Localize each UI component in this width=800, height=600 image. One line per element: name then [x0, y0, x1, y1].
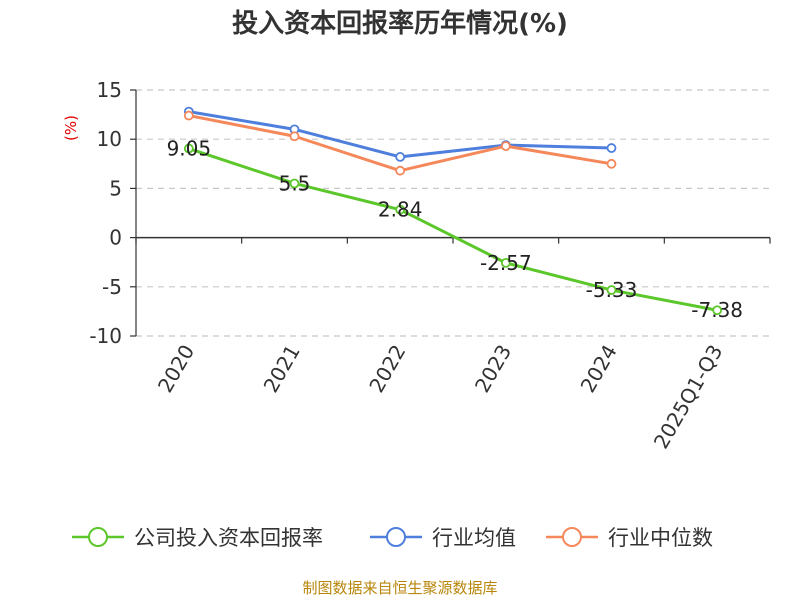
data-point	[606, 143, 617, 153]
legend[interactable]: 公司投入资本回报率 行业均值 行业中位数	[72, 526, 713, 550]
chart-title: 投入资本回报率历年情况(%)	[232, 8, 568, 39]
y-tick-label: 10	[97, 127, 122, 151]
data-point	[606, 285, 617, 295]
data-label: -2.57	[480, 251, 532, 275]
x-tick-label: 2022	[364, 341, 410, 397]
legend-label: 公司投入资本回报率	[134, 526, 323, 550]
data-label: -5.33	[586, 278, 638, 302]
y-tick-label: 15	[97, 78, 122, 102]
data-point	[500, 141, 511, 151]
data-label: 5.5	[279, 171, 311, 195]
data-point	[395, 152, 406, 162]
x-tick-label: 2024	[576, 341, 622, 397]
y-axis-label: (%)	[62, 115, 80, 141]
source-note: 制图数据来自恒生聚源数据库	[302, 579, 497, 597]
y-tick-label: 0	[109, 226, 122, 250]
x-tick-label: 2020	[153, 341, 199, 397]
x-tick-label: 2021	[259, 341, 305, 397]
data-label: -7.38	[691, 298, 743, 322]
grid-lines	[136, 89, 770, 337]
legend-marker	[88, 527, 108, 547]
axes: 15 10 5 0 -5 -10 2020 2021 2022 2023 2024 2025Q1-Q3	[89, 78, 771, 453]
series-line	[188, 110, 612, 159]
legend-marker	[386, 527, 406, 547]
data-point	[289, 131, 300, 142]
legend-label: 行业中位数	[608, 526, 713, 550]
legend-item[interactable]: 公司投入资本回报率	[72, 526, 323, 550]
data-point	[183, 110, 194, 121]
data-point	[395, 204, 406, 215]
x-tick-label: 2025Q1-Q3	[649, 341, 728, 453]
legend-label: 行业均值	[432, 526, 516, 550]
series-line	[188, 147, 718, 312]
data-label: 9.05	[167, 137, 212, 161]
series-lines	[183, 106, 723, 316]
legend-item[interactable]: 行业均值	[370, 526, 516, 550]
data-point	[289, 178, 300, 189]
data-point	[500, 257, 511, 268]
legend-item[interactable]: 行业中位数	[546, 526, 713, 550]
x-tick-label: 2023	[470, 341, 516, 397]
data-point	[183, 143, 194, 154]
y-tick-label: -10	[89, 324, 122, 348]
data-label: 2.84	[378, 198, 423, 222]
series-line	[188, 114, 612, 173]
legend-marker	[562, 527, 582, 547]
data-point	[395, 165, 406, 176]
y-tick-label: 5	[109, 176, 122, 200]
data-labels: 9.05 5.5 2.84 -2.57 -5.33 -7.38	[167, 137, 743, 323]
data-point	[712, 305, 723, 316]
data-point	[606, 158, 617, 169]
y-tick-label: -5	[102, 275, 122, 299]
